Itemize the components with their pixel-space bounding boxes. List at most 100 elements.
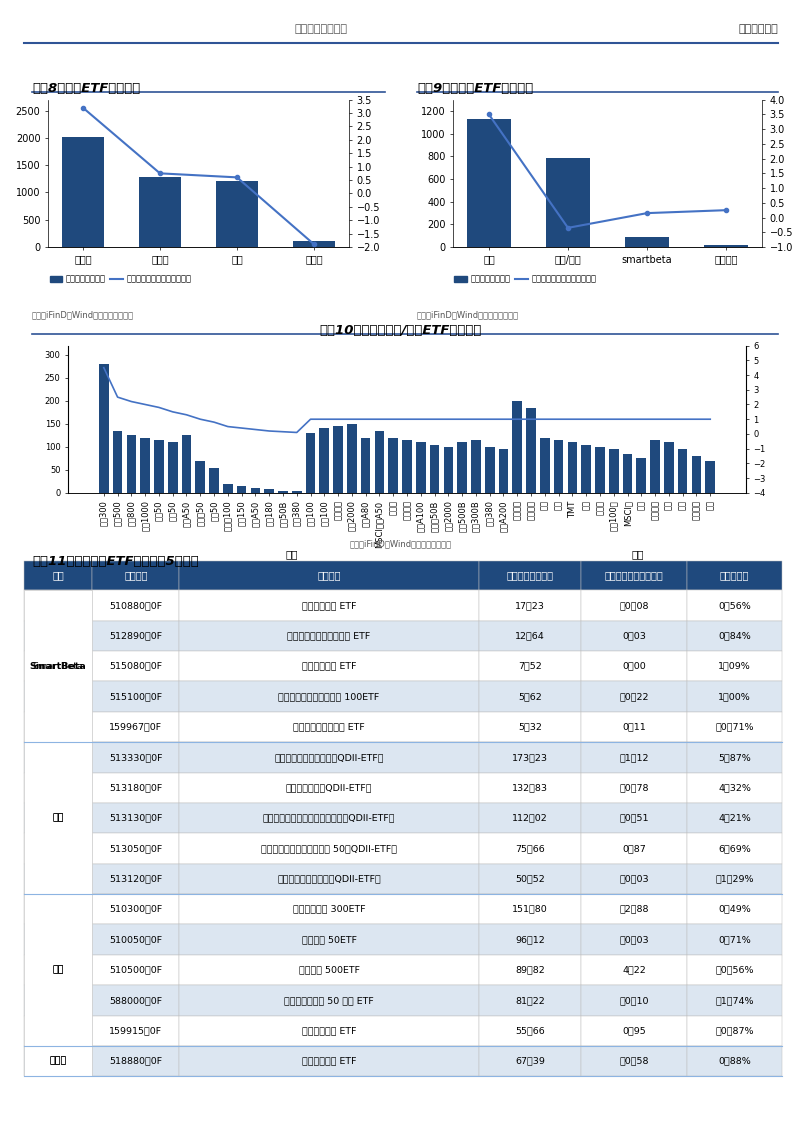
Bar bbox=[687, 1015, 782, 1046]
Bar bbox=[92, 742, 180, 773]
Bar bbox=[209, 468, 219, 493]
Text: 广发中证香港创新药（QDII-ETF）: 广发中证香港创新药（QDII-ETF） bbox=[277, 875, 381, 884]
Bar bbox=[457, 442, 467, 493]
Legend: 周成交额（亿元）, 融资净买入额（亿元，右轴）: 周成交额（亿元）, 融资净买入额（亿元，右轴） bbox=[47, 271, 195, 287]
Bar bbox=[92, 590, 180, 621]
Bar bbox=[581, 742, 687, 773]
Bar bbox=[306, 433, 315, 493]
Bar bbox=[180, 863, 479, 894]
Bar bbox=[479, 834, 581, 863]
Text: 华夏创业板动量成长 ETF: 华夏创业板动量成长 ETF bbox=[294, 723, 365, 732]
Bar bbox=[526, 408, 536, 493]
Bar bbox=[581, 894, 687, 925]
Bar bbox=[180, 955, 479, 986]
Bar bbox=[581, 834, 687, 863]
Bar bbox=[650, 440, 660, 493]
Text: 华泰上证红利 ETF: 华泰上证红利 ETF bbox=[302, 600, 356, 610]
Text: 67．39: 67．39 bbox=[515, 1057, 545, 1066]
Text: 证券简称: 证券简称 bbox=[318, 571, 341, 580]
Text: －1．74%: －1．74% bbox=[715, 996, 754, 1005]
Text: 华泰柏瑞中证红利低波动 ETF: 华泰柏瑞中证红利低波动 ETF bbox=[287, 631, 371, 640]
Bar bbox=[595, 446, 605, 493]
Bar bbox=[180, 925, 479, 955]
Text: 宽基: 宽基 bbox=[286, 548, 298, 559]
Text: 0．87: 0．87 bbox=[622, 844, 646, 853]
Bar bbox=[687, 894, 782, 925]
Text: 132．83: 132．83 bbox=[512, 783, 548, 792]
Bar bbox=[581, 1015, 687, 1046]
Bar bbox=[479, 986, 581, 1015]
Bar bbox=[581, 681, 687, 712]
Bar bbox=[180, 712, 479, 742]
Bar bbox=[216, 181, 258, 247]
Bar bbox=[637, 459, 646, 493]
Bar bbox=[180, 621, 479, 651]
Text: 图表10：宽基及主题/行业ETF交易情况: 图表10：宽基及主题/行业ETF交易情况 bbox=[320, 324, 482, 337]
Text: 宽基: 宽基 bbox=[52, 965, 64, 974]
Bar bbox=[196, 461, 205, 493]
Bar bbox=[24, 590, 92, 621]
Bar bbox=[24, 681, 92, 712]
Bar bbox=[180, 986, 479, 1015]
Bar bbox=[444, 446, 453, 493]
Text: 510050．0F: 510050．0F bbox=[109, 935, 163, 944]
Bar bbox=[250, 488, 260, 493]
Text: 515080．0F: 515080．0F bbox=[109, 662, 163, 671]
Bar bbox=[24, 955, 92, 986]
Text: 4．21%: 4．21% bbox=[719, 813, 751, 823]
Bar bbox=[479, 803, 581, 834]
Bar bbox=[479, 621, 581, 651]
Bar bbox=[471, 440, 480, 493]
Bar bbox=[24, 621, 92, 651]
Bar bbox=[180, 803, 479, 834]
Text: 敬请参阅最后一页特别声明: 敬请参阅最后一页特别声明 bbox=[366, 1104, 436, 1113]
Text: 金融工程周报: 金融工程周报 bbox=[738, 25, 778, 34]
Text: 50．52: 50．52 bbox=[515, 875, 545, 884]
Text: 0．11: 0．11 bbox=[622, 723, 646, 732]
Bar bbox=[92, 955, 180, 986]
Text: 商品型: 商品型 bbox=[50, 1057, 67, 1066]
Bar bbox=[92, 651, 180, 681]
Text: 华夏上证科创板 50 成份 ETF: 华夏上证科创板 50 成份 ETF bbox=[284, 996, 374, 1005]
Text: 96．12: 96．12 bbox=[515, 935, 545, 944]
Bar bbox=[168, 442, 177, 493]
Bar bbox=[479, 1046, 581, 1076]
Bar bbox=[92, 621, 180, 651]
Text: 行业: 行业 bbox=[632, 548, 644, 559]
Text: 宽基: 宽基 bbox=[52, 965, 64, 974]
Text: SmartBeta: SmartBeta bbox=[30, 662, 87, 671]
Bar bbox=[92, 712, 180, 742]
Bar bbox=[687, 863, 782, 894]
Text: 159967．0F: 159967．0F bbox=[109, 723, 163, 732]
Text: 4．32%: 4．32% bbox=[718, 783, 751, 792]
Text: 513120．0F: 513120．0F bbox=[109, 875, 163, 884]
Text: 景顺长城中证红利低波动 100ETF: 景顺长城中证红利低波动 100ETF bbox=[278, 692, 379, 701]
Text: －0．08: －0．08 bbox=[619, 600, 649, 610]
Text: 0．95: 0．95 bbox=[622, 1026, 646, 1036]
Bar bbox=[691, 455, 701, 493]
Text: 南方中证 500ETF: 南方中证 500ETF bbox=[298, 965, 359, 974]
Text: 510300．0F: 510300．0F bbox=[109, 905, 163, 914]
Bar bbox=[687, 925, 782, 955]
Bar bbox=[24, 742, 92, 773]
Text: 151．80: 151．80 bbox=[512, 905, 548, 914]
Text: 513050．0F: 513050．0F bbox=[109, 844, 163, 853]
Bar bbox=[180, 651, 479, 681]
Text: 华夏上证 50ETF: 华夏上证 50ETF bbox=[302, 935, 357, 944]
Text: SmartBeta: SmartBeta bbox=[33, 662, 83, 671]
Text: －0．22: －0．22 bbox=[619, 692, 649, 701]
Text: 华夏恒生科技（QDII-ETF）: 华夏恒生科技（QDII-ETF） bbox=[286, 783, 372, 792]
Text: 5．62: 5．62 bbox=[518, 692, 542, 701]
Bar bbox=[678, 449, 687, 493]
Bar bbox=[581, 803, 687, 834]
Bar bbox=[375, 431, 384, 493]
Bar bbox=[581, 444, 591, 493]
Text: 588000．0F: 588000．0F bbox=[109, 996, 163, 1005]
Bar bbox=[180, 561, 479, 590]
Bar bbox=[479, 712, 581, 742]
Bar bbox=[402, 440, 412, 493]
Text: －1．29%: －1．29% bbox=[715, 875, 754, 884]
Bar bbox=[479, 1015, 581, 1046]
Text: 华夏恒生互联网科技业（QDII-ETF）: 华夏恒生互联网科技业（QDII-ETF） bbox=[274, 752, 384, 761]
Bar bbox=[479, 742, 581, 773]
